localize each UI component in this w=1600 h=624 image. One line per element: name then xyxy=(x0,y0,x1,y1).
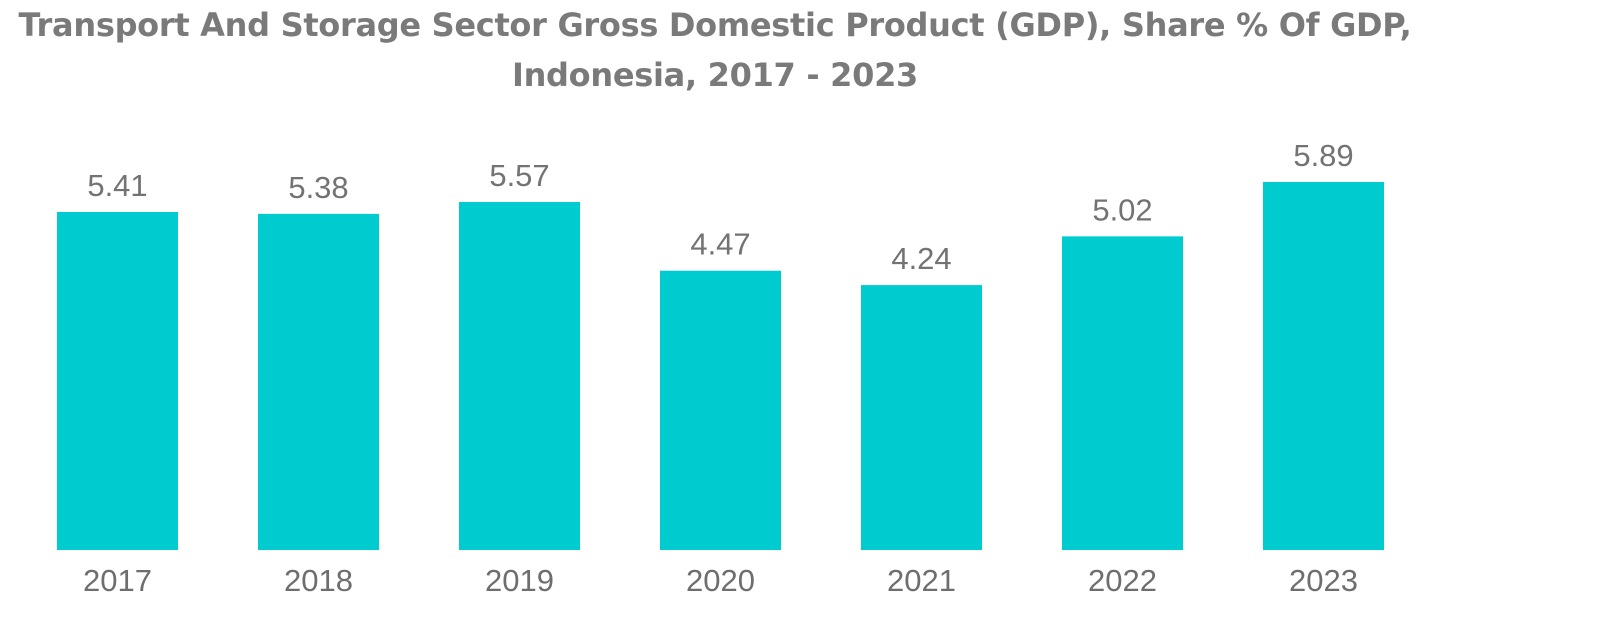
x-tick-label-2022: 2022 xyxy=(1088,563,1157,598)
bar-2022 xyxy=(1062,236,1183,550)
x-tick-label-2020: 2020 xyxy=(686,563,755,598)
value-label-2018: 5.38 xyxy=(288,170,348,205)
value-label-2023: 5.89 xyxy=(1293,138,1353,173)
value-label-2021: 4.24 xyxy=(891,241,951,276)
x-tick-label-2018: 2018 xyxy=(284,563,353,598)
bar-2019 xyxy=(459,201,580,550)
bar-2017 xyxy=(57,211,178,550)
chart-title-line-2: Indonesia, 2017 - 2023 xyxy=(511,56,919,94)
x-tick-label-2023: 2023 xyxy=(1289,563,1358,598)
value-label-2020: 4.47 xyxy=(690,227,750,262)
value-label-2022: 5.02 xyxy=(1092,192,1152,227)
x-tick-label-2017: 2017 xyxy=(83,563,152,598)
x-tick-label-2019: 2019 xyxy=(485,563,554,598)
x-tick-label-2021: 2021 xyxy=(887,563,956,598)
chart-title: Transport And Storage Sector Gross Domes… xyxy=(0,0,1430,100)
bar-2020 xyxy=(660,270,781,550)
bar-2021 xyxy=(861,285,982,550)
value-label-2017: 5.41 xyxy=(87,168,147,203)
bar-2023 xyxy=(1263,182,1384,550)
bar-2018 xyxy=(258,213,379,550)
chart-title-line-1: Transport And Storage Sector Gross Domes… xyxy=(18,6,1412,44)
value-label-2019: 5.57 xyxy=(489,158,549,193)
